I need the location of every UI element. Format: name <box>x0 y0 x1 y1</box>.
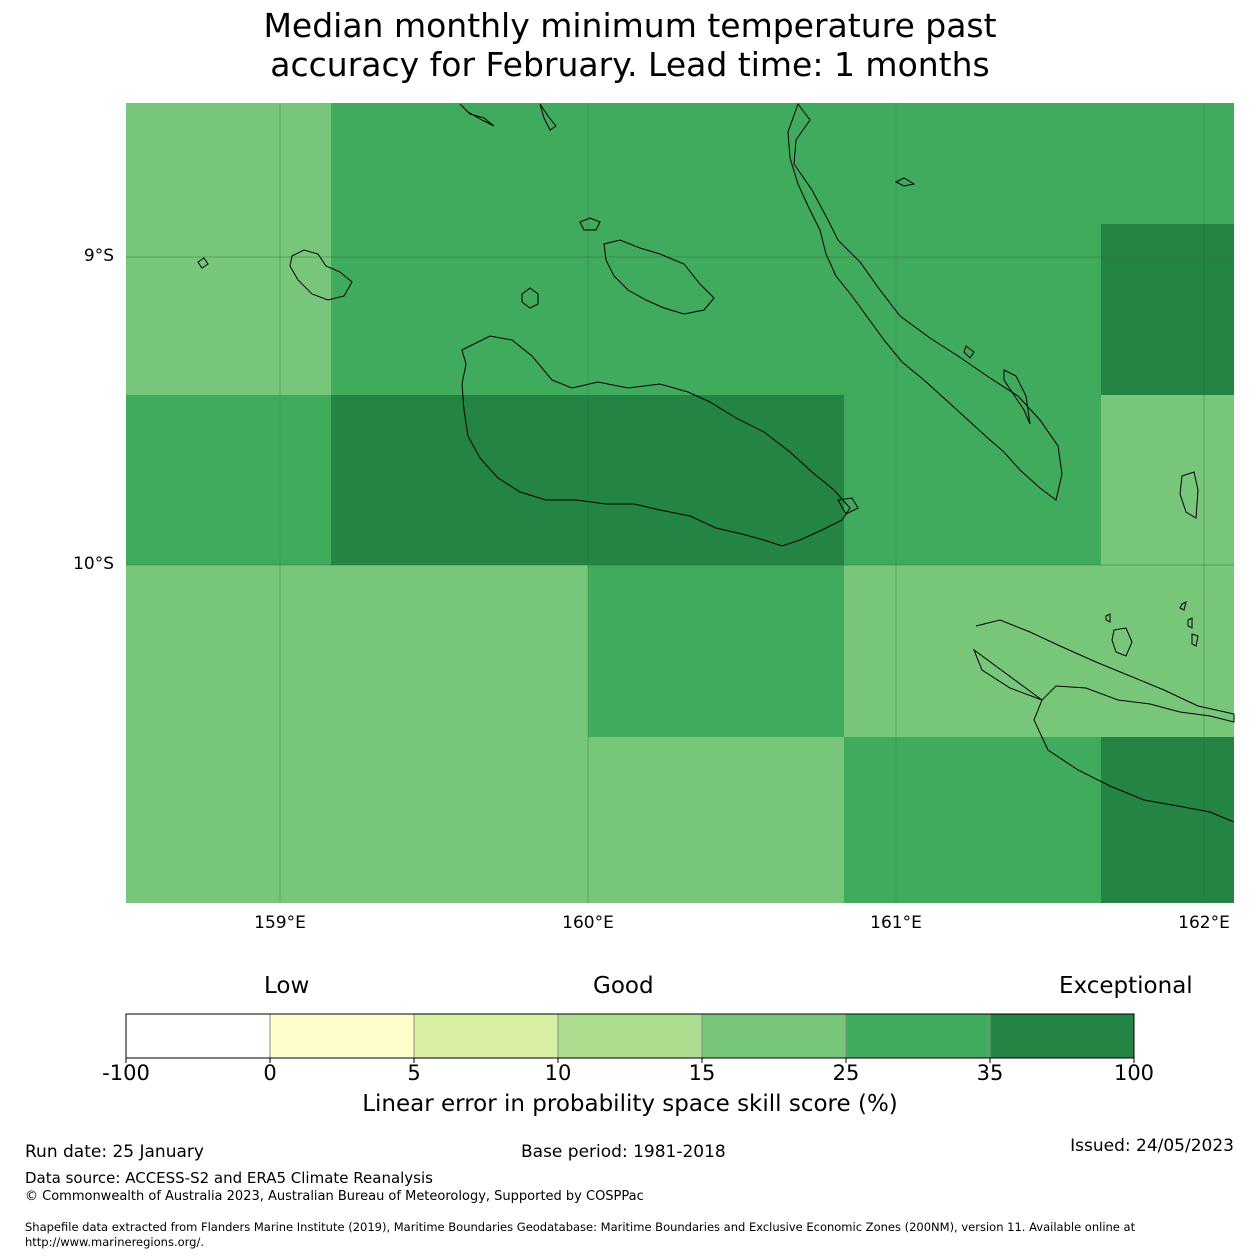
lon-tick-161e: 161°E <box>870 913 922 933</box>
skill-cell <box>844 103 1101 224</box>
guadalcanal-island <box>461 335 851 547</box>
small-island-a <box>197 257 209 269</box>
florida-islands <box>603 239 715 315</box>
skill-cell <box>1101 103 1234 224</box>
data-source: Data source: ACCESS-S2 and ERA5 Climate … <box>25 1169 433 1187</box>
small-island-m <box>963 345 975 359</box>
lon-tick-160e: 160°E <box>562 913 614 933</box>
colorbar-tick: -100 <box>102 1061 150 1085</box>
lon-tick-159e: 159°E <box>254 913 306 933</box>
small-island-h <box>1105 613 1111 623</box>
skill-cell <box>844 565 1101 737</box>
chart-title: Median monthly minimum temperature past … <box>0 6 1260 84</box>
legend-category-exceptional: Exceptional <box>1059 973 1193 999</box>
skill-cell <box>331 224 588 395</box>
skill-cell <box>126 395 331 565</box>
colorbar-outline <box>125 1013 1135 1059</box>
skill-cell <box>331 103 588 224</box>
skill-cell <box>588 224 844 395</box>
lat-tick-10s: 10°S <box>73 554 114 574</box>
colorbar-swatch <box>125 1013 271 1059</box>
coastlines <box>197 102 1235 823</box>
colorbar-tick: 35 <box>976 1061 1004 1085</box>
small-island-l <box>837 497 859 515</box>
skill-cell <box>1101 395 1234 565</box>
skill-cell <box>588 737 844 903</box>
skill-cell <box>126 224 331 395</box>
colorbar-swatch <box>269 1013 415 1059</box>
skill-cell <box>588 565 844 737</box>
colorbar-swatch <box>989 1013 1135 1059</box>
makira-island <box>972 619 1235 823</box>
small-island-b <box>579 217 601 231</box>
colorbar-swatch <box>557 1013 703 1059</box>
issued-date: Issued: 24/05/2023 <box>1070 1136 1234 1156</box>
small-island-k <box>1191 633 1199 647</box>
colorbar-tick: 25 <box>832 1061 860 1085</box>
skill-cell <box>1101 224 1234 395</box>
lon-tick-162e: 162°E <box>1178 913 1230 933</box>
colorbar-swatch <box>701 1013 847 1059</box>
skill-grid <box>126 103 1234 903</box>
run-date: Run date: 25 January <box>25 1142 204 1162</box>
title-line-2: accuracy for February. Lead time: 1 mont… <box>270 45 990 84</box>
skill-cell <box>126 103 331 224</box>
skill-cell <box>844 224 1101 395</box>
small-island-e <box>894 177 916 187</box>
small-island-f <box>1179 471 1199 519</box>
skill-cell <box>1101 737 1234 903</box>
malaita-island <box>787 102 1063 501</box>
savo-island <box>521 287 539 309</box>
graticule <box>126 103 1234 903</box>
skill-cell <box>588 103 844 224</box>
small-island-d <box>539 103 557 131</box>
small-island-g <box>1111 627 1133 657</box>
skill-cell <box>126 565 331 737</box>
skill-cell <box>331 565 588 737</box>
skill-cell <box>844 737 1101 903</box>
skill-cell <box>331 737 588 903</box>
colorbar-tick: 0 <box>263 1061 277 1085</box>
small-island-j <box>1187 617 1193 629</box>
copyright: © Commonwealth of Australia 2023, Austra… <box>25 1189 644 1204</box>
colorbar-tick: 10 <box>544 1061 572 1085</box>
small-island-i <box>1179 601 1187 611</box>
colorbar-tick: 15 <box>688 1061 716 1085</box>
skill-cell <box>1101 565 1234 737</box>
title-line-1: Median monthly minimum temperature past <box>263 6 997 45</box>
colorbar-swatch <box>413 1013 559 1059</box>
skill-cell <box>331 395 588 565</box>
small-island-n <box>1003 369 1031 425</box>
small-island-c <box>459 103 495 127</box>
russell-islands <box>289 249 353 301</box>
colorbar-tick: 5 <box>407 1061 421 1085</box>
colorbar-swatch <box>845 1013 991 1059</box>
legend-category-good: Good <box>593 973 654 999</box>
colorbar-label: Linear error in probability space skill … <box>362 1091 898 1117</box>
colorbar-tick: 100 <box>1113 1061 1155 1085</box>
legend-category-low: Low <box>264 973 310 999</box>
shapefile-credit-line-2: http://www.marineregions.org/. <box>25 1235 204 1249</box>
shapefile-credit-line-1: Shapefile data extracted from Flanders M… <box>25 1220 1136 1234</box>
skill-cell <box>588 395 844 565</box>
lat-tick-9s: 9°S <box>83 246 114 266</box>
base-period: Base period: 1981-2018 <box>521 1142 726 1162</box>
colorbar <box>125 1013 1135 1063</box>
skill-cell <box>126 737 331 903</box>
skill-cell <box>844 395 1101 565</box>
